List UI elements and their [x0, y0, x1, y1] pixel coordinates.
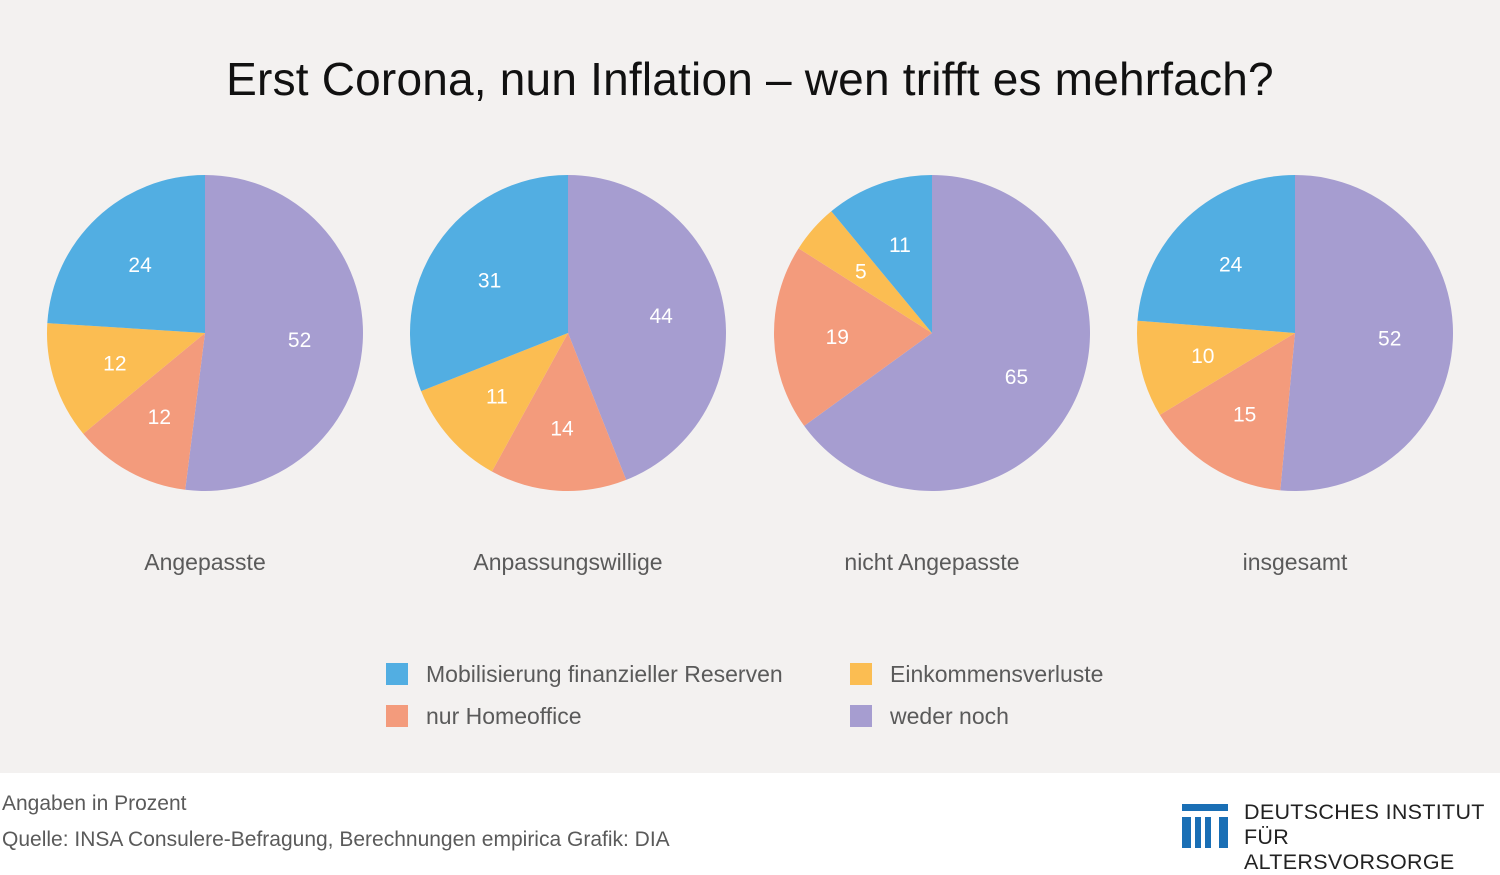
pie-label-anpassungswillige: Anpassungswillige: [473, 549, 663, 575]
pie-slice-nur-homeoffice: [774, 248, 932, 426]
pie-slice-weder-noch: [804, 175, 1090, 491]
chart-title: Erst Corona, nun Inflation – wen trifft …: [226, 53, 1274, 105]
data-label-weder-noch: 52: [288, 329, 311, 352]
data-label-einkommensverluste: 10: [1191, 345, 1214, 368]
dia-logo: DEUTSCHES INSTITUT FÜR ALTERSVORSORGE: [1182, 800, 1492, 874]
legend-item-reserven: Mobilisierung finanzieller Reserven: [386, 658, 783, 690]
legend-swatch: [850, 705, 872, 727]
legend-item-einkommensverluste: Einkommensverluste: [850, 658, 1103, 690]
data-label-einkommensverluste: 5: [855, 260, 867, 283]
pie-slice-weder-noch: [185, 175, 363, 491]
pie-insgesamt: 52 15 10 24: [1136, 175, 1453, 492]
data-label-einkommensverluste: 11: [486, 386, 508, 409]
pie-label-angepasste: Angepasste: [144, 549, 266, 575]
pie-slice-mobilisierung-finanzieller-reserven: [409, 175, 568, 392]
pie-anpassungswillige: 44 14 11 31: [409, 175, 727, 492]
pie-slice-mobilisierung-finanzieller-reserven: [47, 175, 206, 333]
pie-nicht-angepasste: 65 19 5 11: [774, 175, 1090, 491]
data-label-mobilisierung-finanzieller-reserven: 11: [889, 234, 911, 257]
pie-slice-einkommensverluste: [1136, 320, 1295, 415]
legend-label: Einkommensverluste: [890, 660, 1104, 687]
data-label-mobilisierung-finanzieller-reserven: 24: [1219, 253, 1243, 276]
legend-item-weder-noch: weder noch: [850, 700, 1009, 732]
data-label-nur-homeoffice: 19: [826, 326, 849, 349]
data-label-nur-homeoffice: 15: [1233, 403, 1256, 426]
pie-slice-weder-noch: [568, 175, 727, 480]
pie-slice-nur-homeoffice: [83, 333, 205, 490]
pie-label-insgesamt: insgesamt: [1242, 549, 1348, 575]
data-label-einkommensverluste: 12: [103, 352, 126, 375]
pie-slice-mobilisierung-finanzieller-reserven: [831, 175, 932, 333]
legend-label: nur Homeoffice: [426, 702, 582, 729]
legend: Mobilisierung finanzieller Reserven Eink…: [386, 658, 1146, 748]
legend-swatch: [386, 705, 408, 727]
legend-label: weder noch: [890, 702, 1009, 729]
legend-item-homeoffice: nur Homeoffice: [386, 700, 582, 732]
pie-slice-weder-noch: [1280, 175, 1453, 492]
data-label-weder-noch: 44: [649, 305, 673, 328]
dia-logo-line1: DEUTSCHES INSTITUT: [1244, 800, 1485, 824]
unit-note: Angaben in Prozent: [2, 792, 187, 815]
data-label-weder-noch: 52: [1378, 327, 1401, 350]
source-note: Quelle: INSA Consulere-Befragung, Berech…: [2, 828, 670, 851]
data-label-mobilisierung-finanzieller-reserven: 31: [478, 270, 501, 293]
legend-swatch: [850, 663, 872, 685]
data-label-nur-homeoffice: 14: [550, 418, 574, 441]
data-label-mobilisierung-finanzieller-reserven: 24: [128, 254, 152, 277]
pie-slice-nur-homeoffice: [1159, 333, 1295, 491]
pie-slice-nur-homeoffice: [491, 333, 627, 492]
legend-label: Mobilisierung finanzieller Reserven: [426, 660, 783, 687]
data-label-nur-homeoffice: 12: [148, 406, 171, 429]
pie-label-nicht-angepasste: nicht Angepasste: [844, 549, 1020, 575]
pie-slice-einkommensverluste: [421, 333, 568, 472]
pie-charts: 52 12 12 24 44 14 11 31 65 19 5 11 52 15 10 24: [47, 175, 1453, 492]
data-label-weder-noch: 65: [1005, 366, 1028, 389]
pie-angepasste: 52 12 12 24: [47, 175, 363, 491]
legend-swatch: [386, 663, 408, 685]
dia-logo-line2: FÜR ALTERSVORSORGE: [1244, 825, 1455, 874]
pie-slice-einkommensverluste: [47, 323, 206, 434]
dia-logo-icon: [1182, 804, 1228, 848]
pie-slice-einkommensverluste: [798, 211, 932, 333]
dia-logo-text: DEUTSCHES INSTITUT FÜR ALTERSVORSORGE: [1244, 800, 1492, 875]
pie-slice-mobilisierung-finanzieller-reserven: [1137, 175, 1295, 333]
